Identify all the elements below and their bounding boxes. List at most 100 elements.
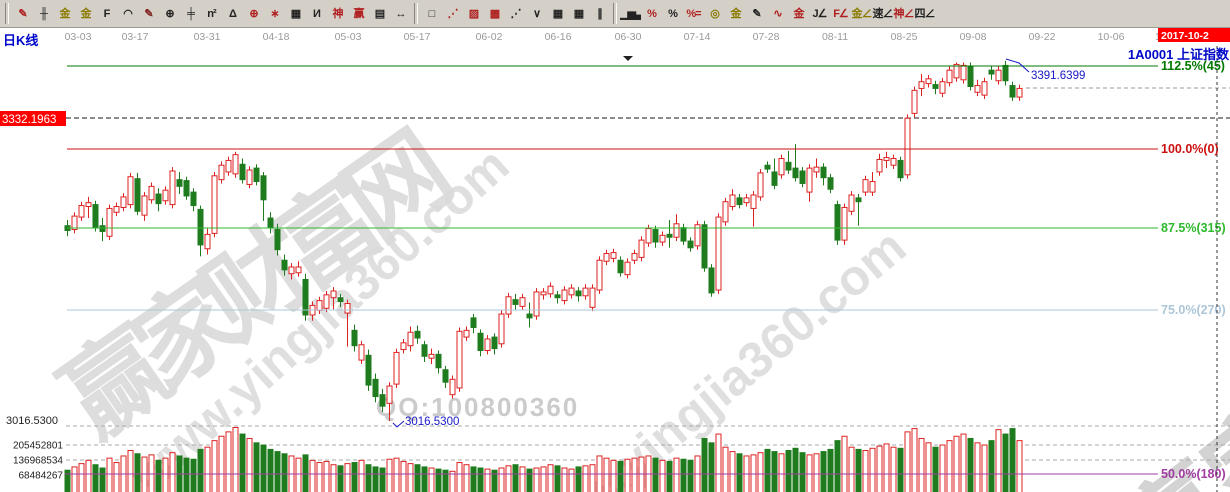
volume-bar [232,426,239,492]
volume-bar [491,469,498,492]
volume-bar [477,467,484,492]
candle-body [323,294,330,309]
percent-retrace-tool-icon[interactable]: % [647,7,657,20]
candle-body [813,166,820,173]
grid-box-tool-icon[interactable]: ▦ [552,7,563,20]
candle-body [379,394,386,407]
span-measure-tool-icon[interactable]: ↔ [395,7,407,20]
grid-lines-tool-icon[interactable]: ╪ [187,7,195,20]
percent-channel-tool-icon[interactable]: %= [686,7,701,20]
j-angle-tool-icon[interactable]: J∠ [812,7,828,20]
price-tag-text: 3332.1963 [2,114,56,126]
wave-marker-tool-icon[interactable]: И [313,7,321,20]
gold-section-tool-icon[interactable]: 金 [793,7,805,20]
gann-circle-tool-icon[interactable]: ⊕ [249,7,258,20]
zigzag-tool-icon[interactable]: ∨ [532,7,541,20]
gold-channel-lines-tool-icon[interactable]: 金 [80,7,92,20]
candle-body [953,63,960,79]
volume-profile-tool-icon[interactable]: ▁▅▃ [620,7,641,20]
ying-tool-icon[interactable]: 赢 [353,7,365,20]
candle-body [337,297,344,303]
candle-body [498,313,505,345]
candle-body [897,159,904,179]
candle-body [239,163,246,181]
candle-body [820,166,827,179]
volume-bar [295,457,302,492]
shen-tool-icon[interactable]: 神 [332,7,344,20]
candle-body [407,331,414,347]
shaded-region-tool-icon[interactable]: ▨ [468,7,479,20]
hatched-region-tool-icon[interactable]: ▩ [489,7,500,20]
candle-body [596,259,603,291]
f-angle-tool-icon[interactable]: F∠ [833,7,849,20]
brush-tool-icon[interactable]: ✎ [18,7,27,20]
candle-body [806,167,813,193]
n-square-tool-icon[interactable]: n² [207,7,216,20]
volume-bar [673,457,680,492]
index-symbol-label: 1A0001 上证指数 [1127,47,1229,62]
gold-lines-tool-icon[interactable]: 金 [730,7,742,20]
volume-bar [414,464,421,492]
volume-bar [820,451,827,492]
annotation-price-label: 3016.5300 [405,416,459,428]
parallel-lines-tool-icon[interactable]: ∥ [597,7,603,20]
marker-pen-tool-icon[interactable]: ✎ [144,7,153,20]
candle-body [610,252,617,259]
candle-body [547,285,554,295]
fibonacci-lines-tool-icon[interactable]: F [103,7,111,20]
candle-body [694,224,701,247]
annotation-price-label: 3391.6399 [1031,70,1085,82]
wave-band-tool-icon[interactable]: ∿ [773,7,782,20]
gold-circle-tool-icon[interactable]: ◎ [710,7,720,20]
box-region-tool-icon[interactable]: □ [428,7,436,20]
angle-measure-tool-icon[interactable]: Δ [229,7,237,20]
candle-body [106,207,113,237]
volume-bar [393,457,400,492]
percent-tool-icon[interactable]: % [668,7,678,20]
candle-body [288,266,295,275]
matrix-box-tool-icon[interactable]: ▦ [573,7,584,20]
gold-ratio-lines-tool-icon[interactable]: 金 [59,7,71,20]
candle-body [883,157,890,161]
candle-body [764,164,771,170]
volume-bar [85,459,92,492]
candle-body [967,65,974,88]
candle-body [127,176,134,206]
spiral-tool-icon[interactable]: ◠ [123,7,133,20]
volume-bar [260,444,267,492]
volume-bar [183,457,190,492]
gann-fan-tool-icon[interactable]: ⋰ [447,7,459,20]
volume-bar [659,459,666,492]
gann-wheel-tool-icon[interactable]: ⊕ [165,7,174,20]
candle-body [722,201,729,223]
trend-lines-tool-icon[interactable]: ╫ [40,7,48,20]
candle-body [85,202,92,208]
candle-body [470,317,477,328]
candle-body [386,385,393,404]
candle-body [211,175,218,234]
volume-bar [428,467,435,492]
volume-bar [358,459,365,492]
volume-bar [71,466,78,492]
volume-bar [246,437,253,492]
draw-pen-tool-icon[interactable]: ✎ [752,7,761,20]
volume-bar [869,447,876,492]
gann-star-tool-icon[interactable]: ∗ [270,7,279,20]
shen-angle-tool-icon[interactable]: 神∠ [893,7,915,20]
volume-bar [771,451,778,492]
candle-body [918,81,925,89]
candle-body [358,344,365,361]
candle-body [841,206,848,241]
candle-body [960,64,967,81]
volume-bar [603,457,610,492]
candle-body [995,69,1002,82]
volume-bar [806,454,813,492]
spider-web-tool-icon[interactable]: ▦ [290,7,301,20]
candle-body [792,167,799,179]
four-angle-tool-icon[interactable]: 四∠ [914,7,936,20]
speed-angle-tool-icon[interactable]: 速∠ [872,7,894,20]
price-ruler-tool-icon[interactable]: ▤ [374,7,385,20]
gold-angle-tool-icon[interactable]: 金∠ [851,7,873,20]
ray-fan-tool-icon[interactable]: ⋰ [510,7,522,20]
